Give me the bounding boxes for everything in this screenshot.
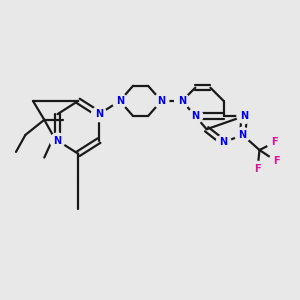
Text: N: N bbox=[240, 111, 248, 121]
Text: N: N bbox=[238, 130, 247, 140]
Circle shape bbox=[235, 128, 250, 142]
Text: F: F bbox=[254, 164, 261, 174]
Text: F: F bbox=[273, 156, 280, 166]
Circle shape bbox=[92, 107, 106, 122]
Circle shape bbox=[154, 94, 169, 108]
Circle shape bbox=[250, 161, 265, 176]
Text: N: N bbox=[191, 111, 200, 121]
Text: N: N bbox=[53, 136, 62, 146]
Text: N: N bbox=[157, 96, 165, 106]
Circle shape bbox=[216, 135, 231, 150]
Circle shape bbox=[50, 133, 65, 148]
Circle shape bbox=[269, 154, 284, 169]
Circle shape bbox=[175, 94, 190, 108]
Text: N: N bbox=[220, 137, 228, 148]
Text: N: N bbox=[116, 96, 124, 106]
Circle shape bbox=[267, 135, 282, 150]
Circle shape bbox=[237, 109, 252, 124]
Text: N: N bbox=[178, 96, 186, 106]
Text: F: F bbox=[271, 137, 278, 148]
Circle shape bbox=[112, 94, 127, 108]
Circle shape bbox=[188, 109, 203, 124]
Text: N: N bbox=[95, 109, 103, 119]
